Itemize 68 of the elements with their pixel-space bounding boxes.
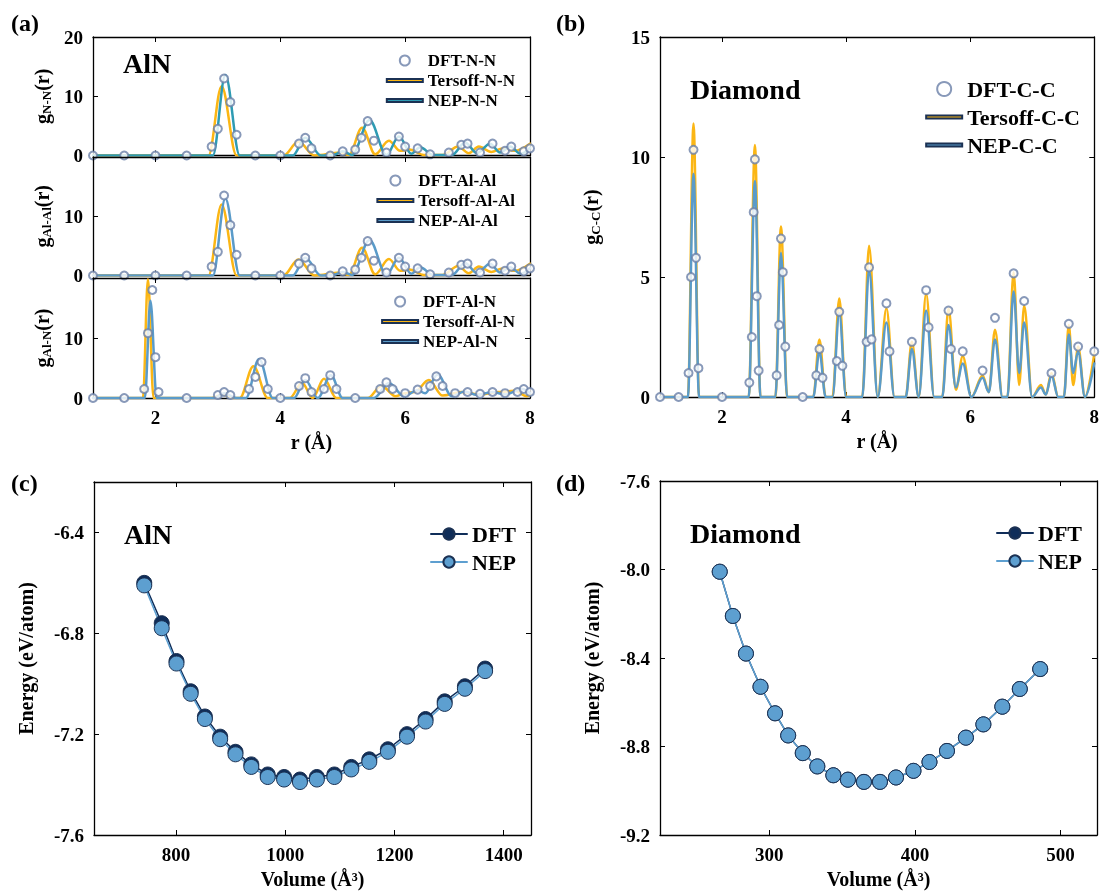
y-tick-label: 0 (73, 387, 83, 409)
chart-title: (b) (556, 10, 586, 36)
y-tick-label: -7.6 (619, 470, 650, 492)
legend-label: DFT-C-C (967, 76, 1056, 102)
y-tick-label: -7.2 (53, 723, 84, 745)
y-axis-title: gN-N(r) (30, 68, 54, 124)
legend-label: Tersoff-Al-Al (418, 191, 516, 210)
y-tick-label: 10 (64, 85, 83, 107)
y-tick-label: 20 (64, 26, 83, 48)
y-tick-label: -6.4 (53, 521, 85, 543)
x-tick-label: 1200 (375, 844, 414, 865)
legend-label: Tersoff-C-C (967, 104, 1080, 130)
y-axis-title: Energy (eV/atom) (581, 581, 604, 735)
y-tick-label: -6.8 (53, 622, 84, 644)
legend-label: NEP (1038, 548, 1082, 574)
x-axis-title: Volume (Å³) (826, 868, 931, 891)
legend-label: DFT (1038, 520, 1083, 546)
x-tick-label: 2 (717, 406, 727, 427)
y-tick-label: -7.6 (53, 824, 84, 846)
x-tick-label: 4 (841, 406, 852, 427)
annotation: AlN (123, 47, 172, 79)
y-tick-label: 0 (640, 386, 650, 408)
y-tick-label: -9.2 (619, 824, 650, 846)
x-tick-label: 6 (965, 406, 975, 427)
legend-label: Tersoff-Al-N (423, 312, 516, 331)
x-tick-label: 6 (400, 407, 410, 428)
y-tick-label: 10 (631, 146, 650, 168)
chart-title: (c) (11, 470, 38, 496)
annotation: Diamond (690, 517, 801, 549)
x-axis-title: r (Å) (856, 430, 898, 453)
x-tick-label: 500 (1046, 844, 1075, 865)
y-tick-label: 5 (640, 266, 650, 288)
x-tick-label: 1400 (484, 844, 523, 865)
y-tick-label: 15 (631, 26, 650, 48)
legend-label: DFT-Al-Al (418, 171, 497, 190)
y-tick-label: 0 (73, 145, 83, 166)
y-tick-label: 10 (64, 205, 83, 227)
y-tick-label: -8.8 (619, 736, 650, 757)
x-tick-label: 8 (525, 407, 535, 428)
legend-label: DFT (472, 521, 517, 547)
legend-label: DFT-Al-N (423, 292, 497, 311)
x-axis-title: r (Å) (290, 431, 333, 454)
annotation: AlN (124, 518, 173, 550)
x-tick-label: 4 (275, 407, 286, 428)
legend-label: DFT-N-N (427, 51, 497, 70)
x-axis-title: Volume (Å³) (260, 868, 365, 891)
legend-label: NEP-N-N (427, 91, 499, 110)
y-tick-label: 0 (73, 265, 83, 286)
annotation: Diamond (690, 73, 801, 105)
legend-label: NEP-Al-N (423, 332, 499, 351)
chart-title: (a) (11, 10, 39, 36)
x-tick-label: 400 (900, 844, 930, 865)
x-tick-label: 1000 (266, 844, 305, 865)
x-tick-label: 2 (150, 407, 161, 428)
y-tick-label: -8.0 (619, 559, 650, 580)
y-axis-title: Energy (eV/atom) (15, 582, 38, 735)
x-tick-label: 300 (755, 844, 784, 865)
x-tick-label: 8 (1089, 406, 1099, 427)
chart-title: (d) (556, 470, 586, 496)
legend-label: NEP (472, 549, 516, 575)
legend-label: Tersoff-N-N (427, 71, 516, 90)
y-tick-label: 10 (64, 327, 83, 349)
y-axis-title: gC-C(r) (579, 189, 603, 245)
y-axis-title: gAl-N(r) (30, 308, 54, 368)
x-tick-label: 800 (161, 844, 191, 865)
y-tick-label: -8.4 (619, 647, 651, 669)
legend-label: NEP-Al-Al (418, 211, 498, 230)
legend-label: NEP-C-C (967, 132, 1058, 158)
